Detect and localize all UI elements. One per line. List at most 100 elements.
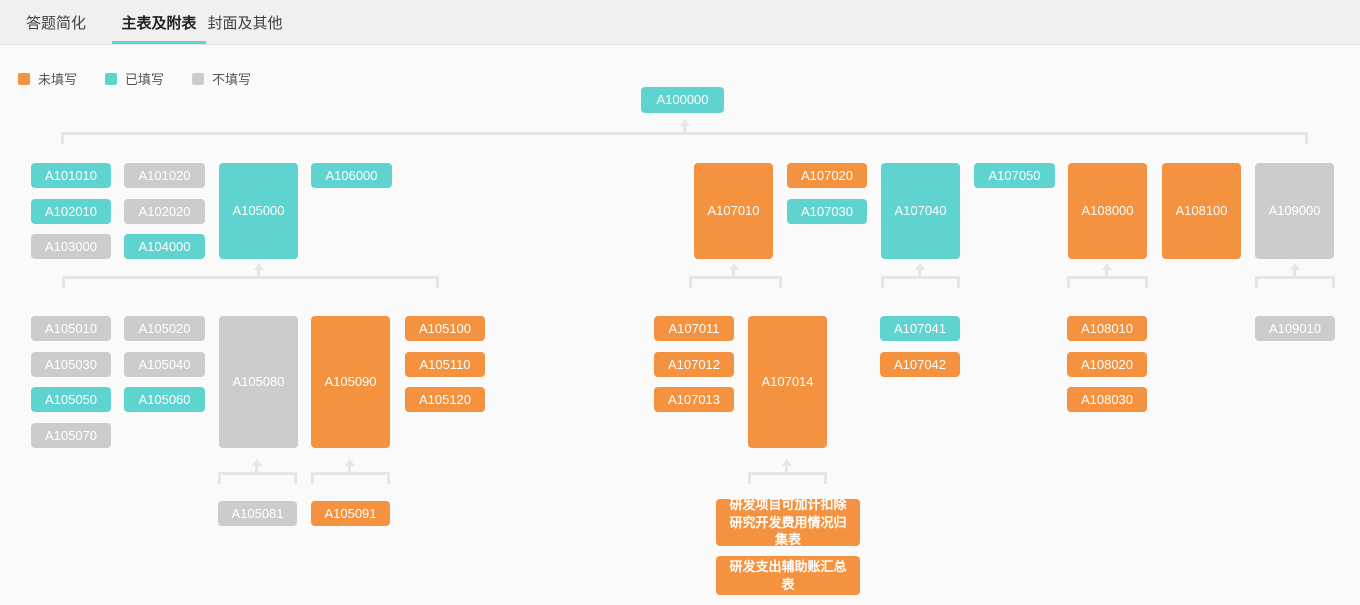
node-a105060[interactable]: A105060 xyxy=(124,387,205,412)
connector-left-stub xyxy=(61,132,64,144)
conn-a107040 xyxy=(881,263,960,290)
connector-left-stub xyxy=(218,472,221,484)
connector-right-stub xyxy=(1305,132,1308,144)
node-a105120[interactable]: A105120 xyxy=(405,387,485,412)
node-a109000[interactable]: A109000 xyxy=(1255,163,1334,259)
connector-stem xyxy=(918,269,921,278)
connector-arrow-icon xyxy=(1101,263,1112,270)
connector-arrow-icon xyxy=(251,459,262,466)
node-a107030[interactable]: A107030 xyxy=(787,199,867,224)
node-a107042[interactable]: A107042 xyxy=(880,352,960,377)
node-form-42[interactable]: 研发支出辅助账汇总表 xyxy=(716,556,860,595)
connector-left-stub xyxy=(1255,276,1258,288)
legend-filled-label: 已填写 xyxy=(125,72,165,87)
legend-notrequired: 不填写 xyxy=(192,69,251,88)
node-a105010[interactable]: A105010 xyxy=(31,316,111,341)
conn-a105080 xyxy=(218,459,297,486)
connector-left-stub xyxy=(1067,276,1070,288)
node-a105040[interactable]: A105040 xyxy=(124,352,205,377)
conn-a107010 xyxy=(689,263,782,290)
node-a108100[interactable]: A108100 xyxy=(1162,163,1241,259)
node-a103000[interactable]: A103000 xyxy=(31,234,111,259)
connector-right-stub xyxy=(294,472,297,484)
connector-horizontal-bar xyxy=(62,276,439,279)
connector-right-stub xyxy=(1145,276,1148,288)
node-a105070[interactable]: A105070 xyxy=(31,423,111,448)
conn-root xyxy=(61,119,1308,146)
legend: 未填写 已填写 不填写 xyxy=(18,69,279,88)
node-a108010[interactable]: A108010 xyxy=(1067,316,1147,341)
node-a105081[interactable]: A105081 xyxy=(218,501,297,526)
node-a105100[interactable]: A105100 xyxy=(405,316,485,341)
connector-arrow-icon xyxy=(728,263,739,270)
node-a107013[interactable]: A107013 xyxy=(654,387,734,412)
connector-right-stub xyxy=(824,472,827,484)
node-a101020[interactable]: A101020 xyxy=(124,163,205,188)
node-a106000[interactable]: A106000 xyxy=(311,163,392,188)
connector-arrow-icon xyxy=(781,459,792,466)
node-a109010[interactable]: A109010 xyxy=(1255,316,1335,341)
node-a107020[interactable]: A107020 xyxy=(787,163,867,188)
connector-right-stub xyxy=(436,276,439,288)
node-a107040[interactable]: A107040 xyxy=(881,163,960,259)
connector-left-stub xyxy=(311,472,314,484)
connector-right-stub xyxy=(387,472,390,484)
conn-a109000 xyxy=(1255,263,1335,290)
legend-notrequired-label: 不填写 xyxy=(212,72,252,87)
node-a107012[interactable]: A107012 xyxy=(654,352,734,377)
connector-arrow-icon xyxy=(253,263,264,270)
node-a105000[interactable]: A105000 xyxy=(219,163,298,259)
conn-a108000 xyxy=(1067,263,1148,290)
conn-a107014 xyxy=(748,459,827,486)
connector-arrow-icon xyxy=(1289,263,1300,270)
legend-filled-swatch-icon xyxy=(105,72,118,85)
node-a105020[interactable]: A105020 xyxy=(124,316,205,341)
node-a107041[interactable]: A107041 xyxy=(880,316,960,341)
connector-stem xyxy=(257,269,260,278)
connector-stem xyxy=(732,269,735,278)
connector-left-stub xyxy=(62,276,65,288)
node-a105091[interactable]: A105091 xyxy=(311,501,390,526)
legend-unfilled: 未填写 xyxy=(18,69,77,88)
legend-unfilled-label: 未填写 xyxy=(38,72,78,87)
connector-left-stub xyxy=(689,276,692,288)
connector-arrow-icon xyxy=(679,119,690,126)
connector-stem xyxy=(785,465,788,474)
node-a108020[interactable]: A108020 xyxy=(1067,352,1147,377)
connector-left-stub xyxy=(881,276,884,288)
node-a108030[interactable]: A108030 xyxy=(1067,387,1147,412)
node-a105110[interactable]: A105110 xyxy=(405,352,485,377)
legend-filled: 已填写 xyxy=(105,69,164,88)
node-a105090[interactable]: A105090 xyxy=(311,316,390,448)
connector-stem xyxy=(1293,269,1296,278)
tab-1[interactable]: 答题简化 xyxy=(25,14,86,32)
node-a107050[interactable]: A107050 xyxy=(974,163,1055,188)
connector-stem xyxy=(348,465,351,474)
connector-right-stub xyxy=(1332,276,1335,288)
node-a107014[interactable]: A107014 xyxy=(748,316,827,448)
node-a105050[interactable]: A105050 xyxy=(31,387,111,412)
legend-notrequired-swatch-icon xyxy=(192,72,205,85)
node-a101010[interactable]: A101010 xyxy=(31,163,111,188)
conn-a105090 xyxy=(311,459,390,486)
connector-stem xyxy=(683,125,686,134)
node-a108000[interactable]: A108000 xyxy=(1068,163,1147,259)
node-form-41[interactable]: 研发项目可加计扣除研究开发费用情况归集表 xyxy=(716,497,860,547)
node-a107011[interactable]: A107011 xyxy=(654,316,734,341)
node-a102010[interactable]: A102010 xyxy=(31,199,111,224)
legend-unfilled-swatch-icon xyxy=(18,72,30,85)
node-a105080[interactable]: A105080 xyxy=(219,316,298,448)
node-a107010[interactable]: A107010 xyxy=(694,163,773,259)
connector-stem xyxy=(1105,269,1108,278)
connector-horizontal-bar xyxy=(689,276,782,279)
tab-2[interactable]: 主表及附表 xyxy=(104,0,214,44)
node-a102020[interactable]: A102020 xyxy=(124,199,205,224)
node-a105030[interactable]: A105030 xyxy=(31,352,111,377)
connector-stem xyxy=(255,465,258,474)
tab-3[interactable]: 封面及其他 xyxy=(207,14,283,32)
node-a104000[interactable]: A104000 xyxy=(124,234,205,259)
connector-left-stub xyxy=(748,472,751,484)
connector-right-stub xyxy=(779,276,782,288)
node-a100000[interactable]: A100000 xyxy=(641,87,724,113)
